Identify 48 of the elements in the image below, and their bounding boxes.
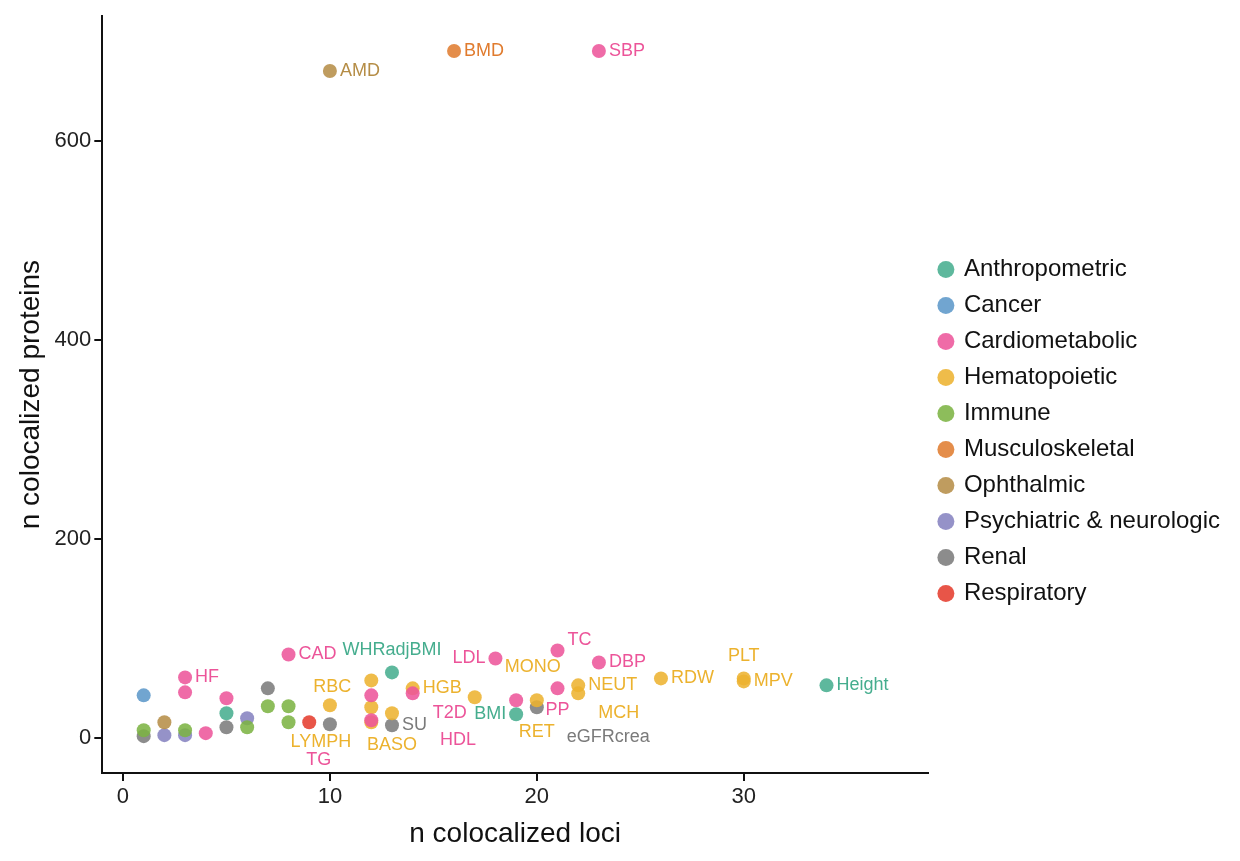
legend-label: Musculoskeletal — [963, 434, 1135, 462]
x-tick-label: 20 — [524, 783, 550, 809]
legend-label: Psychiatric & neurologic — [963, 506, 1221, 534]
annotation: LDL — [452, 647, 486, 668]
annotation: PP — [545, 699, 570, 720]
annotation: MPV — [753, 670, 793, 691]
annotation: PLT — [727, 645, 760, 666]
annotation: NEUT — [588, 674, 638, 695]
x-tick-label: 30 — [731, 783, 756, 809]
legend-label: Respiratory — [963, 578, 1087, 606]
annotation: SBP — [608, 40, 645, 61]
annotation: MONO — [504, 656, 561, 677]
annotation: SU — [401, 714, 427, 735]
y-tick-label: 0 — [79, 724, 92, 750]
annotation: BMI — [474, 703, 507, 724]
y-tick-label: 400 — [54, 325, 92, 351]
annotation: CAD — [298, 643, 337, 664]
annotation: TC — [567, 629, 592, 650]
legend-label: Hematopoietic — [963, 362, 1118, 390]
annotation: RBC — [313, 676, 352, 697]
annotation: RET — [518, 721, 555, 742]
annotation: AMD — [339, 59, 380, 80]
annotation: HGB — [422, 677, 462, 698]
x-tick-label: 10 — [317, 783, 343, 809]
legend-label: Cancer — [963, 290, 1042, 318]
legend-label: Renal — [963, 542, 1027, 570]
annotation: BMD — [464, 40, 505, 61]
legend-label: Ophthalmic — [963, 470, 1086, 498]
annotation: WHRadjBMI — [342, 639, 442, 660]
annotation: Height — [836, 674, 889, 695]
annotation: BASO — [366, 734, 418, 755]
annotation: LYMPH — [290, 731, 352, 752]
x-tick-label: 0 — [116, 783, 130, 809]
legend-label: Cardiometabolic — [963, 326, 1138, 354]
y-tick-label: 600 — [54, 126, 92, 152]
legend-label: Anthropometric — [963, 254, 1127, 282]
annotation: HDL — [440, 729, 477, 750]
annotation: RDW — [670, 667, 714, 688]
annotation: T2D — [432, 702, 467, 723]
annotation: TG — [306, 749, 332, 770]
legend-label: Immune — [963, 398, 1051, 426]
y-axis-title: n colocalized proteins — [13, 259, 45, 530]
annotation: MCH — [598, 702, 640, 723]
y-tick-label: 200 — [54, 525, 92, 551]
annotation: eGFRcrea — [566, 726, 651, 747]
annotation: HF — [195, 666, 220, 687]
x-axis-title: n colocalized loci — [409, 816, 621, 848]
annotation: DBP — [608, 651, 646, 672]
